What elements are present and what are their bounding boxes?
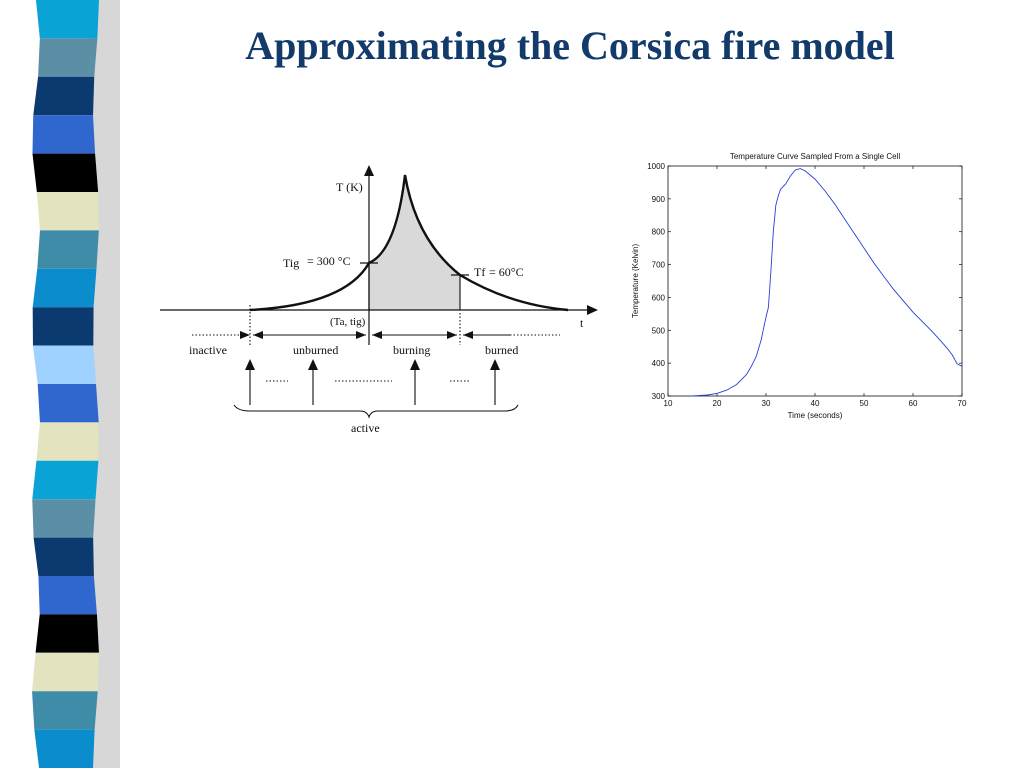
- phase-arrowheads: [240, 331, 500, 370]
- y-tick-label: 300: [652, 392, 666, 401]
- phase-unburned-label: unburned: [293, 343, 338, 357]
- fire-model-diagram: T (K) t Tig = 300 °C Tf = 60°C (Ta, tig)…: [160, 165, 598, 435]
- plot-frame: [667, 165, 963, 397]
- phase-markers: [192, 305, 560, 419]
- temperature-axis-arrow: [364, 165, 374, 176]
- ignition-temp-label: Tig: [283, 256, 299, 270]
- time-axis-label: t: [580, 316, 584, 330]
- x-tick-label: 20: [713, 399, 722, 408]
- stripe-band: [33, 537, 94, 576]
- phase-burned-label: burned: [485, 343, 518, 357]
- stripe-band: [32, 345, 97, 384]
- stripe-band: [32, 691, 98, 730]
- y-axis-label: Temperature (Kelvin): [631, 244, 640, 319]
- stripe-band: [32, 268, 97, 308]
- final-temp-value: = 60°C: [489, 265, 524, 279]
- stripe-band: [32, 115, 96, 154]
- stripe-band: [32, 307, 94, 346]
- x-tick-label: 60: [909, 399, 918, 408]
- stripe-band: [32, 652, 99, 692]
- y-tick-label: 500: [652, 326, 666, 335]
- burning-region: [369, 175, 460, 310]
- stripe-band: [32, 460, 99, 500]
- stripe-band: [36, 0, 99, 39]
- stripe-band: [32, 499, 96, 538]
- y-tick-label: 600: [652, 293, 666, 302]
- x-tick-label: 40: [811, 399, 820, 408]
- stripe-band: [35, 614, 99, 653]
- final-temp-label: Tf: [474, 265, 485, 279]
- stripe-band: [38, 38, 98, 77]
- y-tick-label: 700: [652, 261, 666, 270]
- stripe-band: [38, 576, 97, 615]
- y-tick-label: 900: [652, 195, 666, 204]
- temperature-chart: Temperature Curve Sampled From a Single …: [631, 152, 967, 420]
- temperature-axis-label: T (K): [336, 180, 363, 194]
- stripe-band: [36, 422, 99, 461]
- stripe-band: [37, 230, 99, 269]
- phase-burning-label: burning: [393, 343, 430, 357]
- x-tick-label: 50: [860, 399, 869, 408]
- x-tick-label: 70: [958, 399, 967, 408]
- time-axis-arrow: [587, 305, 598, 315]
- ignition-temp-value: = 300 °C: [307, 254, 351, 268]
- ignition-point-label: (Ta, tig): [330, 316, 366, 328]
- y-tick-label: 400: [652, 359, 666, 368]
- stripe-band: [32, 153, 99, 192]
- x-tick-label: 30: [762, 399, 771, 408]
- stripe-band: [34, 729, 95, 768]
- y-tick-label: 1000: [647, 162, 665, 171]
- stripe-band: [36, 192, 99, 231]
- temperature-series-line: [692, 168, 963, 397]
- x-axis-label: Time (seconds): [788, 411, 843, 420]
- x-tick-label: 10: [664, 399, 673, 408]
- decorative-stripe: [32, 0, 120, 768]
- phase-inactive-label: inactive: [189, 343, 227, 357]
- slide-title: Approximating the Corsica fire model: [245, 23, 895, 68]
- temperature-curve: [249, 174, 569, 312]
- y-tick-label: 800: [652, 228, 666, 237]
- stripe-band: [33, 76, 95, 116]
- chart-title: Temperature Curve Sampled From a Single …: [730, 152, 901, 161]
- stripe-band: [37, 384, 99, 423]
- active-label: active: [351, 421, 380, 435]
